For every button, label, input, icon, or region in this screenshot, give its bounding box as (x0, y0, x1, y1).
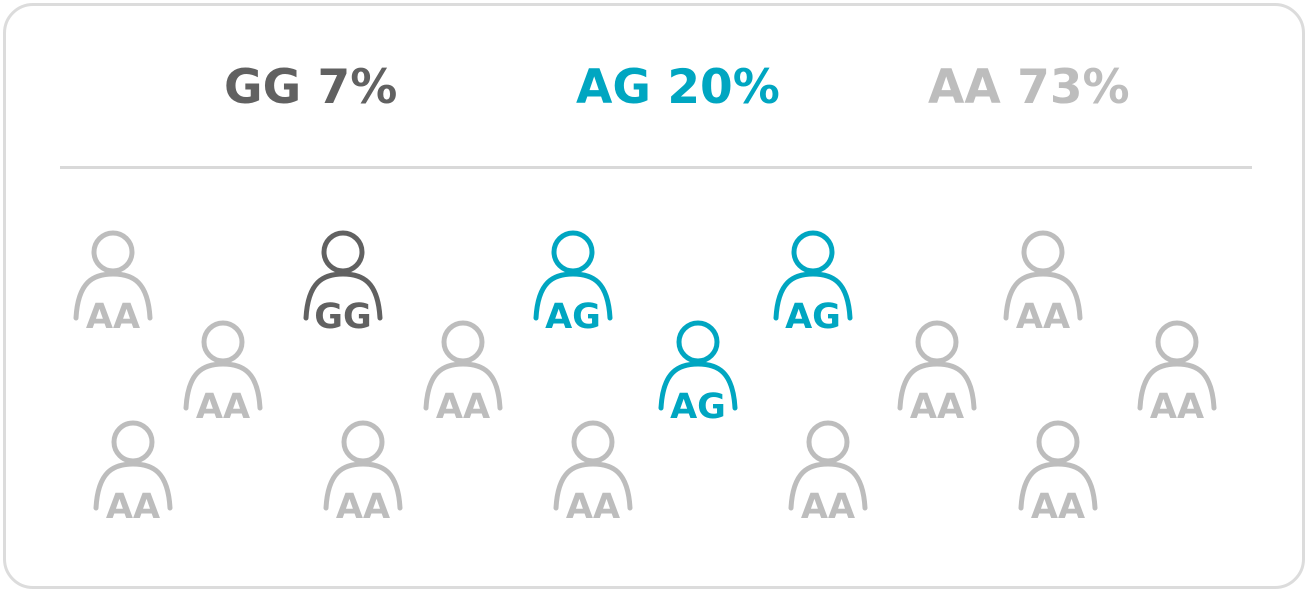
person-head (1036, 420, 1080, 464)
person-genotype-label: AA (106, 487, 160, 527)
person-icon: AA (73, 230, 153, 337)
stat-aa: AA 73% (928, 58, 1130, 118)
person-body (658, 361, 738, 411)
person-icon: AA (323, 420, 403, 527)
person-body (773, 271, 853, 321)
person-genotype-label: AA (801, 487, 855, 527)
person-body (1003, 271, 1083, 321)
person-genotype-label: AA (1016, 297, 1070, 337)
person-head (676, 320, 720, 364)
person-icon: AA (183, 320, 263, 427)
stat-aa-percent: 73% (1017, 60, 1130, 115)
person-genotype-label: AA (436, 387, 490, 427)
person-head (91, 230, 135, 274)
person-head (1155, 320, 1199, 364)
person-head (915, 320, 959, 364)
person-icon: GG (303, 230, 383, 337)
person-body (303, 271, 383, 321)
person-head (791, 230, 835, 274)
person-icon: AA (93, 420, 173, 527)
person-genotype-label: AA (910, 387, 964, 427)
person-head (1021, 230, 1065, 274)
person-body (788, 461, 868, 511)
person-genotype-label: AA (1031, 487, 1085, 527)
person-genotype-label: AA (196, 387, 250, 427)
person-body (553, 461, 633, 511)
stat-ag: AG 20% (576, 58, 780, 118)
person-head (341, 420, 385, 464)
person-head (201, 320, 245, 364)
person-genotype-label: AA (336, 487, 390, 527)
stat-gg: GG 7% (224, 58, 397, 118)
person-icon: AG (533, 230, 613, 337)
person-genotype-label: AA (566, 487, 620, 527)
person-head (571, 420, 615, 464)
person-icon: AG (658, 320, 738, 427)
person-icon: AA (553, 420, 633, 527)
person-body (323, 461, 403, 511)
person-genotype-label: AA (1150, 387, 1204, 427)
person-body (897, 361, 977, 411)
person-body (73, 271, 153, 321)
person-icon: AA (1137, 320, 1217, 427)
stat-gg-percent: 7% (317, 60, 398, 115)
person-body (1137, 361, 1217, 411)
person-genotype-label: GG (314, 297, 371, 337)
person-icon: AA (423, 320, 503, 427)
stat-aa-genotype: AA (928, 60, 1001, 115)
person-head (806, 420, 850, 464)
person-genotype-label: AA (86, 297, 140, 337)
person-head (551, 230, 595, 274)
person-icon: AA (1003, 230, 1083, 337)
stat-ag-percent: 20% (667, 60, 780, 115)
person-head (441, 320, 485, 364)
infographic-frame (3, 3, 1305, 589)
person-body (423, 361, 503, 411)
person-body (183, 361, 263, 411)
person-body (93, 461, 173, 511)
person-genotype-label: AG (670, 387, 726, 427)
stat-ag-genotype: AG (576, 60, 651, 115)
person-body (1018, 461, 1098, 511)
person-icon: AA (897, 320, 977, 427)
person-icon: AA (1018, 420, 1098, 527)
person-icon: AA (788, 420, 868, 527)
person-icon: AG (773, 230, 853, 337)
stat-gg-genotype: GG (224, 60, 302, 115)
person-body (533, 271, 613, 321)
divider (60, 166, 1252, 169)
person-head (111, 420, 155, 464)
person-genotype-label: AG (785, 297, 841, 337)
person-head (321, 230, 365, 274)
person-genotype-label: AG (545, 297, 601, 337)
